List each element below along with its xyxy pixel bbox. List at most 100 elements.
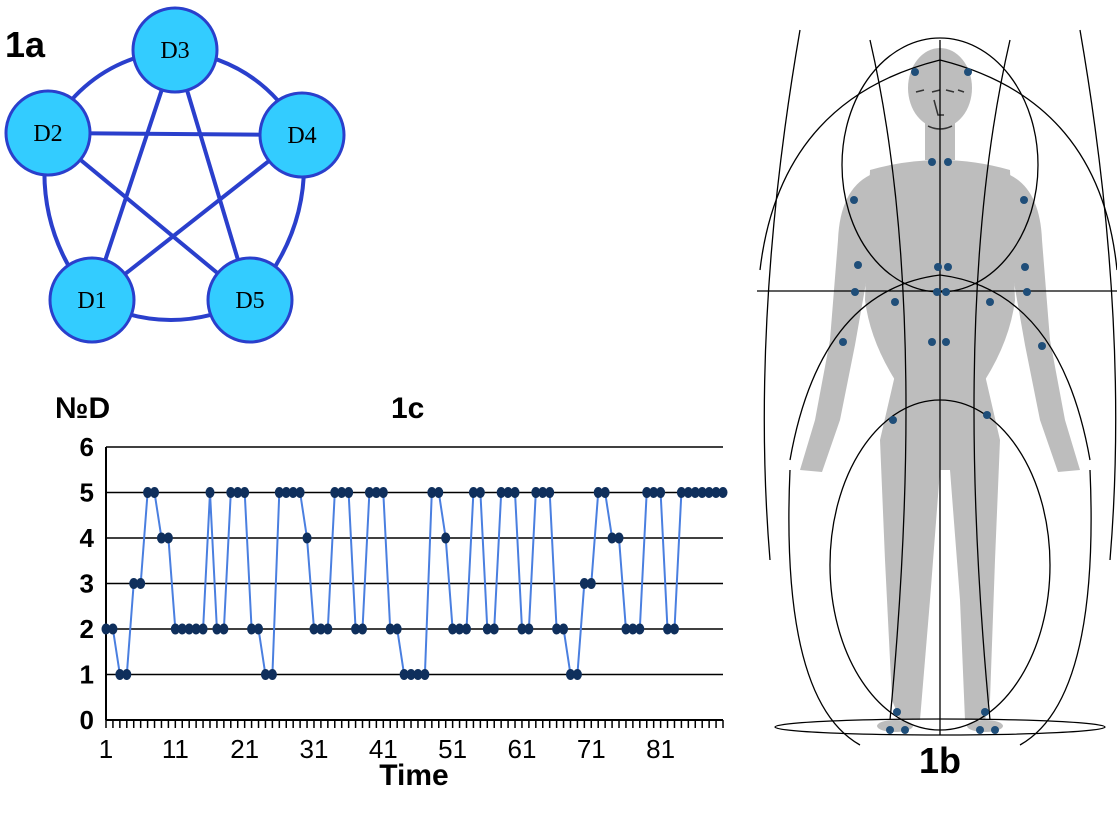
chart-point xyxy=(143,487,153,498)
chart-point xyxy=(212,623,222,635)
body-joint-marker xyxy=(942,288,950,296)
chart-point xyxy=(559,623,569,635)
chart-point xyxy=(552,623,562,635)
chart-point xyxy=(198,623,208,635)
left-lower-curve xyxy=(788,469,861,746)
chart-point xyxy=(676,487,686,498)
chart-xtick-41: 41 xyxy=(369,734,398,764)
body-joint-marker xyxy=(891,298,899,306)
graph-edge-D2-D5 xyxy=(46,131,252,302)
chart-point xyxy=(156,532,166,544)
chart-point xyxy=(295,487,305,498)
body-joint-marker xyxy=(901,726,909,734)
right-inner-curve xyxy=(973,39,1011,721)
chart-point xyxy=(572,669,582,680)
graph-node-label-D4: D4 xyxy=(287,123,316,149)
body-joint-marker xyxy=(944,263,952,271)
chart-point xyxy=(656,487,666,498)
chart-point xyxy=(122,669,132,680)
chart-point xyxy=(455,623,465,635)
chart-point xyxy=(323,623,333,635)
body-joint-marker xyxy=(928,158,936,166)
body-joint-marker xyxy=(1021,263,1029,271)
chart-point xyxy=(683,487,693,498)
chart-point xyxy=(482,623,492,635)
chart-xtick-51: 51 xyxy=(438,734,467,764)
body-joint-marker xyxy=(976,726,984,734)
chart-point xyxy=(579,578,589,589)
graph-node-label-D3: D3 xyxy=(160,38,189,64)
body-joint-marker xyxy=(981,708,989,716)
chart-point xyxy=(503,487,513,498)
body-joint-marker xyxy=(851,288,859,296)
chart-point xyxy=(448,623,458,635)
chart-point xyxy=(101,623,111,635)
chart-point xyxy=(378,487,388,498)
chart-point xyxy=(538,487,548,498)
chart-point xyxy=(191,623,201,635)
chart-point xyxy=(233,487,243,498)
chart-point xyxy=(510,487,520,498)
body-joint-marker xyxy=(986,298,994,306)
chart-point xyxy=(302,532,312,544)
chart-point xyxy=(108,623,118,635)
chart-point xyxy=(545,487,555,498)
chart-point xyxy=(531,487,541,498)
face-nose xyxy=(933,99,944,116)
chart-point xyxy=(358,623,368,635)
graph-edge-D3-D5 xyxy=(173,49,252,301)
chart-ytick-4: 4 xyxy=(80,523,95,553)
chart-point xyxy=(600,487,610,498)
body-joint-marker xyxy=(854,261,862,269)
chart-point xyxy=(316,623,326,635)
chart-xtick-1: 1 xyxy=(99,734,113,764)
body-figure: 1b xyxy=(757,29,1117,781)
chart-point xyxy=(177,623,187,635)
body-joint-markers xyxy=(839,68,1046,734)
chart-point xyxy=(219,623,229,635)
chart-point xyxy=(205,487,215,498)
chart-point xyxy=(337,487,347,498)
chart-point xyxy=(364,487,374,498)
graph-node-label-D2: D2 xyxy=(33,121,62,147)
graph-nodes: D1 D2 D3 D4 D5 xyxy=(4,6,346,344)
body-joint-marker xyxy=(934,263,942,271)
left-outer-curve xyxy=(763,29,801,561)
chart-point xyxy=(607,532,617,544)
chart-xtick-31: 31 xyxy=(300,734,329,764)
chart-point xyxy=(226,487,236,498)
chart-point xyxy=(281,487,291,498)
right-lower-curve xyxy=(1019,469,1092,746)
chart-point xyxy=(496,487,506,498)
upper-arc xyxy=(759,59,1117,271)
chart-ytick-3: 3 xyxy=(80,569,94,599)
chart-point xyxy=(163,532,173,544)
chart-point xyxy=(441,532,451,544)
chart-point xyxy=(170,623,180,635)
chart-point xyxy=(247,623,257,635)
chart-point xyxy=(711,487,721,498)
body-joint-marker xyxy=(933,288,941,296)
body-joint-marker xyxy=(839,338,847,346)
chart-point xyxy=(115,669,125,680)
silhouette-left-arm xyxy=(800,175,870,472)
chart-point xyxy=(330,487,340,498)
chart-point xyxy=(129,578,139,589)
chart-point xyxy=(260,669,270,680)
chart-point xyxy=(663,623,673,635)
chart-point xyxy=(489,623,499,635)
chart-point xyxy=(288,487,298,498)
chart-point xyxy=(344,487,354,498)
silhouette-legs xyxy=(880,375,1000,720)
graph-node-D1 xyxy=(48,256,136,344)
chart-point xyxy=(427,487,437,498)
panel-label-1b: 1b xyxy=(919,740,961,781)
chart-point xyxy=(274,487,284,498)
face-left-eye xyxy=(915,89,941,93)
body-joint-marker xyxy=(850,196,858,204)
chart-point xyxy=(240,487,250,498)
construction-lines xyxy=(757,29,1117,746)
chart-point xyxy=(565,669,575,680)
chart-point xyxy=(697,487,707,498)
